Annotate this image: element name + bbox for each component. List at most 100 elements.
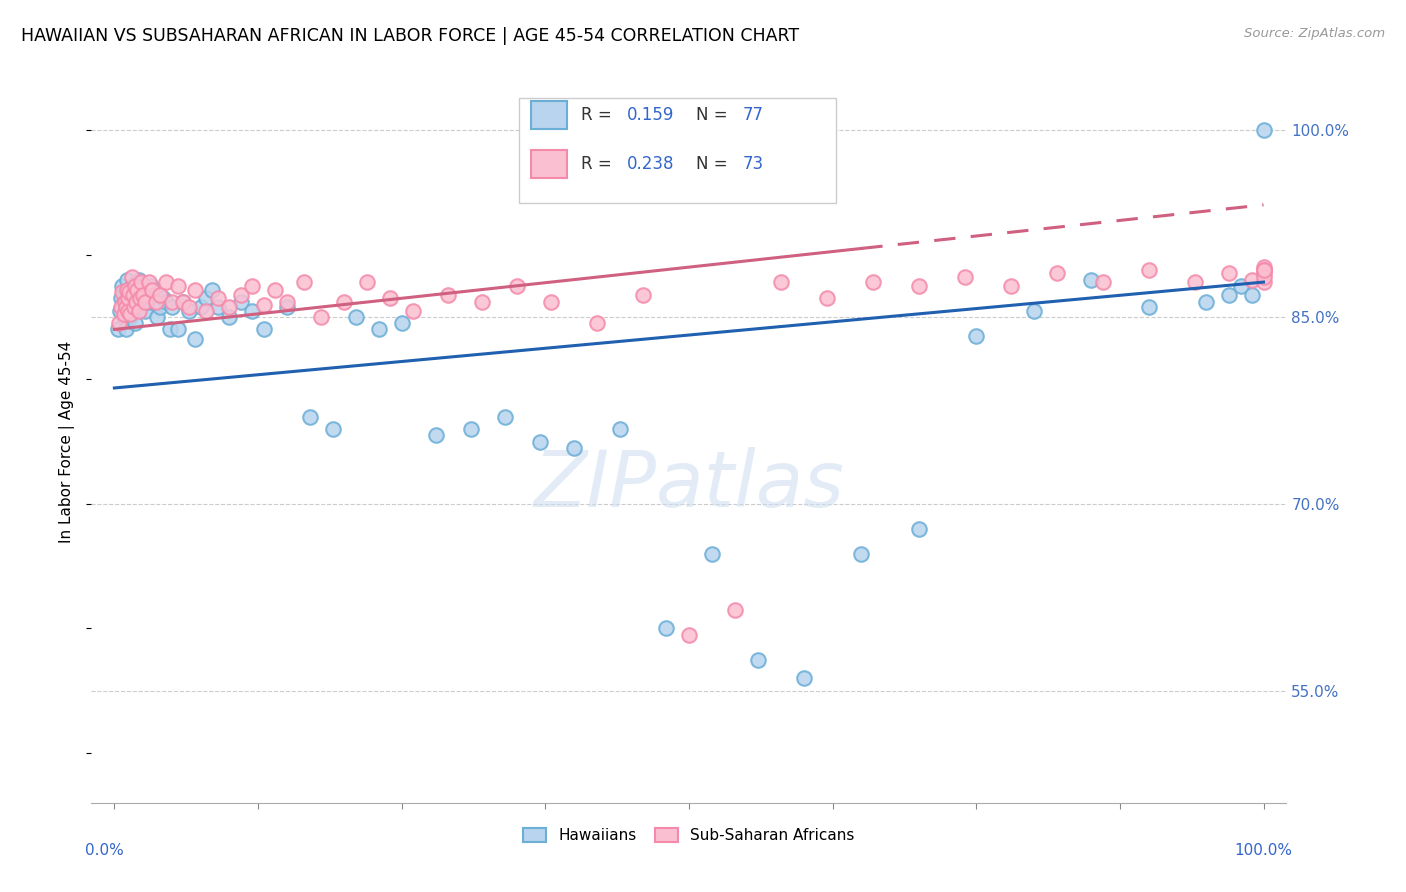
Point: [631, 287, 654, 301]
Point: [207, 300, 229, 314]
Point: [128, 303, 150, 318]
Point: [1240, 272, 1263, 286]
Point: [367, 322, 389, 336]
Point: [378, 291, 402, 305]
Point: [128, 272, 150, 286]
Point: [127, 283, 149, 297]
Point: [134, 295, 156, 310]
Point: [111, 285, 134, 299]
Point: [540, 295, 562, 310]
Point: [127, 291, 149, 305]
Point: [117, 291, 139, 305]
Point: [907, 522, 929, 536]
Point: [122, 300, 145, 314]
Point: [138, 275, 160, 289]
Text: 77: 77: [742, 106, 763, 124]
Text: 0.0%: 0.0%: [86, 843, 124, 857]
Text: ZIPatlas: ZIPatlas: [533, 447, 845, 523]
Point: [700, 547, 723, 561]
Point: [678, 627, 700, 641]
Point: [1253, 123, 1275, 137]
Point: [229, 295, 252, 310]
Point: [724, 603, 747, 617]
Text: 0.159: 0.159: [627, 106, 673, 124]
Point: [107, 322, 129, 336]
Point: [112, 310, 135, 324]
Point: [195, 291, 218, 305]
Text: 73: 73: [742, 155, 763, 173]
Point: [264, 283, 287, 297]
Point: [121, 278, 143, 293]
Point: [112, 308, 135, 322]
Point: [1253, 260, 1275, 274]
Point: [120, 310, 142, 324]
Point: [1253, 266, 1275, 280]
Point: [115, 283, 138, 297]
Point: [152, 291, 174, 305]
Point: [184, 332, 207, 346]
Point: [149, 300, 172, 314]
Point: [907, 278, 929, 293]
Point: [344, 310, 367, 324]
Point: [117, 303, 139, 318]
Point: [155, 275, 177, 289]
Point: [117, 303, 139, 318]
Point: [117, 291, 139, 305]
Text: 0.238: 0.238: [627, 155, 675, 173]
Point: [110, 291, 132, 305]
Point: [207, 291, 229, 305]
Point: [122, 285, 145, 299]
Point: [1253, 262, 1275, 277]
Point: [276, 300, 298, 314]
Point: [218, 300, 240, 314]
Point: [494, 409, 516, 424]
Point: [391, 316, 413, 330]
Point: [1000, 278, 1022, 293]
Point: [1137, 262, 1160, 277]
Point: [309, 310, 332, 324]
Point: [1091, 275, 1114, 289]
Point: [1253, 262, 1275, 277]
Point: [115, 322, 138, 336]
Point: [111, 278, 134, 293]
Point: [112, 295, 135, 310]
Point: [1046, 266, 1069, 280]
Point: [160, 295, 183, 310]
Text: Source: ZipAtlas.com: Source: ZipAtlas.com: [1244, 27, 1385, 40]
Text: R =: R =: [582, 106, 617, 124]
Point: [1184, 275, 1206, 289]
Point: [159, 322, 181, 336]
Point: [160, 300, 183, 314]
Text: N =: N =: [696, 155, 733, 173]
Point: [121, 295, 143, 310]
Point: [1137, 300, 1160, 314]
Point: [166, 322, 188, 336]
Point: [292, 275, 315, 289]
Point: [1229, 278, 1251, 293]
Point: [655, 621, 678, 635]
Point: [747, 652, 769, 666]
Point: [110, 300, 132, 314]
Point: [769, 275, 792, 289]
Point: [114, 285, 136, 299]
Y-axis label: In Labor Force | Age 45-54: In Labor Force | Age 45-54: [59, 341, 76, 542]
FancyBboxPatch shape: [519, 98, 837, 203]
Point: [356, 275, 378, 289]
Point: [229, 287, 252, 301]
Point: [1253, 262, 1275, 277]
Point: [201, 283, 224, 297]
Point: [135, 291, 157, 305]
Point: [562, 441, 585, 455]
Point: [815, 291, 838, 305]
Point: [471, 295, 494, 310]
Point: [128, 291, 150, 305]
Point: [118, 285, 141, 299]
Point: [195, 303, 218, 318]
Point: [132, 287, 155, 301]
Point: [851, 547, 873, 561]
Point: [298, 409, 321, 424]
Point: [124, 300, 146, 314]
Point: [129, 295, 152, 310]
Text: R =: R =: [582, 155, 617, 173]
Point: [240, 278, 263, 293]
